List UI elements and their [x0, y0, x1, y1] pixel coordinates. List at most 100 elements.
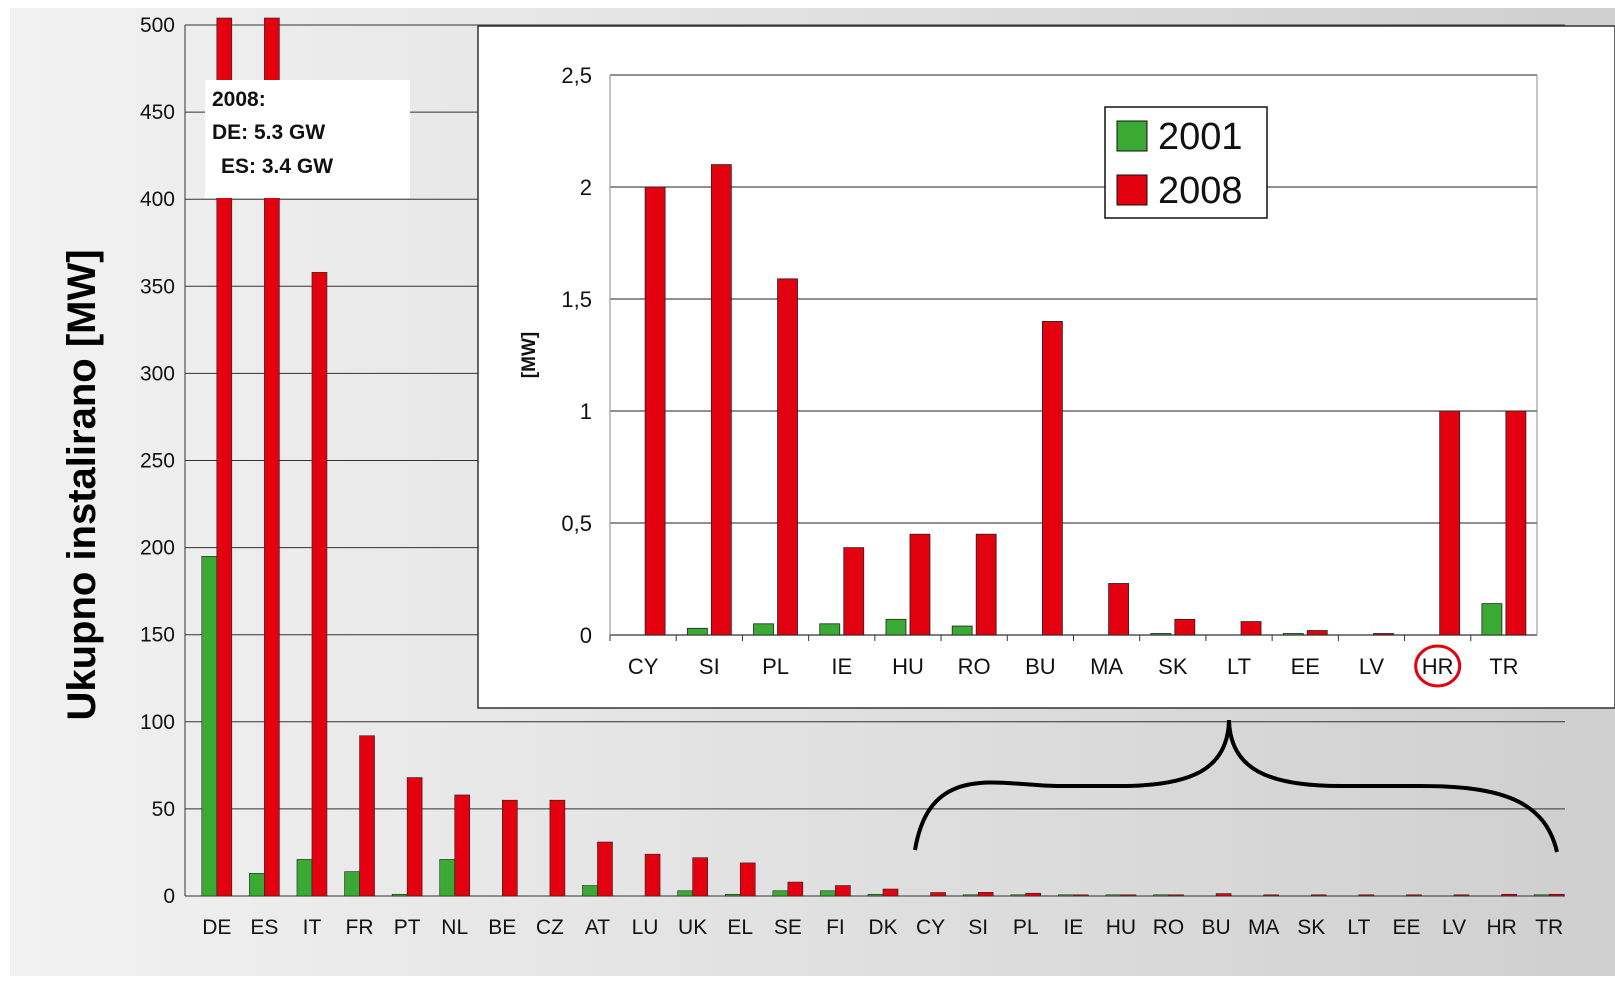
inset-bar-sk-2008 [1175, 619, 1195, 635]
legend-swatch-2001 [1117, 121, 1147, 151]
main-y-axis-label: Ukupno instalirano [MW] [60, 249, 104, 720]
inset-bar-cy-2008 [645, 187, 665, 635]
main-bar-hu-2008 [1121, 895, 1136, 896]
inset-bar-ee-2001 [1283, 634, 1303, 636]
inset-y-axis-label: [MW] [519, 332, 540, 378]
main-x-tick-label: CZ [536, 916, 564, 939]
main-bar-pl-2001 [1011, 895, 1026, 896]
main-y-tick-label: 400 [140, 188, 175, 211]
main-x-tick-label: FR [346, 916, 374, 939]
inset-x-tick-label: SK [1158, 654, 1188, 679]
main-bar-pt-2001 [392, 894, 407, 896]
main-x-tick-label: HU [1106, 916, 1136, 939]
inset-bar-hr-2008 [1440, 411, 1460, 635]
main-bar-ro-2008 [1169, 895, 1184, 896]
inset-x-tick-label: IE [831, 654, 852, 679]
inset-x-tick-label: CY [628, 654, 659, 679]
inset-x-tick-label: LT [1227, 654, 1251, 679]
inset-bar-tr-2008 [1506, 411, 1526, 635]
inset-bar-si-2001 [687, 628, 707, 635]
main-bar-fi-2001 [820, 891, 835, 896]
main-bar-pl-2008 [1026, 893, 1041, 896]
annotation-line-2: DE: 5.3 GW [212, 121, 325, 144]
main-y-tick-label: 500 [140, 14, 175, 37]
main-bar-hu-2001 [1106, 895, 1121, 896]
main-y-tick-label: 300 [140, 362, 175, 385]
legend-label-2008: 2008 [1158, 170, 1243, 212]
main-bar-uk-2008 [693, 858, 708, 896]
main-x-tick-label: SI [968, 916, 988, 939]
inset-y-tick-label: 0,5 [561, 511, 592, 536]
inset-legend: 2001 2008 [1105, 107, 1267, 218]
main-x-tick-label: MA [1248, 916, 1280, 939]
main-x-tick-label: BU [1202, 916, 1231, 939]
main-bar-de-2001 [202, 556, 217, 896]
inset-x-tick-label: TR [1489, 654, 1518, 679]
inset-x-tick-label: PL [762, 654, 789, 679]
main-x-tick-label: RO [1153, 916, 1185, 939]
main-bar-bu-2008 [1216, 894, 1231, 896]
main-bar-lu-2008 [645, 854, 660, 896]
inset-x-tick-label: LV [1359, 654, 1385, 679]
main-bar-pt-2008 [407, 778, 422, 896]
main-bar-it-2001 [297, 859, 312, 896]
main-x-tick-label: CY [916, 916, 945, 939]
inset-x-tick-label: HR [1422, 654, 1454, 679]
legend-swatch-2008 [1117, 175, 1147, 205]
inset-bar-ro-2008 [976, 534, 996, 635]
main-bar-nl-2008 [455, 795, 470, 896]
inset-bar-lv-2008 [1373, 634, 1393, 636]
main-x-tick-label: AT [585, 916, 610, 939]
main-bar-ie-2001 [1058, 895, 1073, 896]
main-bar-es-2001 [249, 873, 264, 896]
inset-x-tick-label: BU [1025, 654, 1056, 679]
inset-bar-bu-2008 [1042, 321, 1062, 635]
inset-y-tick-label: 2 [580, 175, 592, 200]
main-y-tick-label: 100 [140, 711, 175, 734]
inset-x-tick-label: SI [699, 654, 720, 679]
main-x-tick-label: UK [678, 916, 707, 939]
inset-x-tick-label: EE [1291, 654, 1320, 679]
annotation-line-1: 2008: [212, 88, 266, 111]
inset-y-tick-label: 1 [580, 399, 592, 424]
inset-bar-ie-2008 [844, 548, 864, 635]
main-x-tick-label: TR [1535, 916, 1563, 939]
main-bar-si-2008 [978, 892, 993, 896]
main-bar-lv-2008 [1454, 895, 1469, 896]
main-bar-fr-2008 [360, 736, 375, 896]
main-x-tick-label: LT [1347, 916, 1370, 939]
main-x-tick-label: BE [488, 916, 516, 939]
main-bar-at-2008 [597, 842, 612, 896]
main-x-tick-label: PL [1013, 916, 1039, 939]
main-x-tick-label: SK [1297, 916, 1325, 939]
inset-x-tick-label: RO [958, 654, 991, 679]
main-x-tick-label: DE [202, 916, 231, 939]
main-bar-ee-2008 [1406, 895, 1421, 896]
main-bar-ie-2008 [1073, 895, 1088, 896]
inset-y-tick-label: 0 [580, 623, 592, 648]
main-bar-cy-2008 [931, 893, 946, 896]
inset-bar-hu-2001 [886, 619, 906, 635]
inset-x-tick-label: HU [892, 654, 924, 679]
main-bar-it-2008 [312, 272, 327, 896]
inset-bar-ee-2008 [1307, 631, 1327, 635]
main-x-tick-label: ES [250, 916, 278, 939]
main-bar-dk-2001 [868, 894, 883, 896]
main-bar-hr-2008 [1502, 894, 1517, 896]
main-y-tick-label: 150 [140, 624, 175, 647]
main-x-tick-label: IE [1063, 916, 1083, 939]
legend-label-2001: 2001 [1158, 116, 1243, 158]
annotation-box: 2008: DE: 5.3 GW ES: 3.4 GW [205, 80, 410, 198]
main-bar-se-2001 [773, 891, 788, 896]
main-bar-tr-2008 [1549, 894, 1564, 896]
main-x-tick-label: NL [441, 916, 468, 939]
inset-bar-pl-2001 [754, 624, 774, 635]
main-bar-si-2001 [963, 895, 978, 896]
inset-y-tick-label: 2,5 [561, 63, 592, 88]
main-bar-fi-2008 [835, 886, 850, 896]
main-y-tick-label: 250 [140, 450, 175, 473]
annotation-line-3: ES: 3.4 GW [221, 155, 333, 178]
inset-bar-ie-2001 [820, 624, 840, 635]
